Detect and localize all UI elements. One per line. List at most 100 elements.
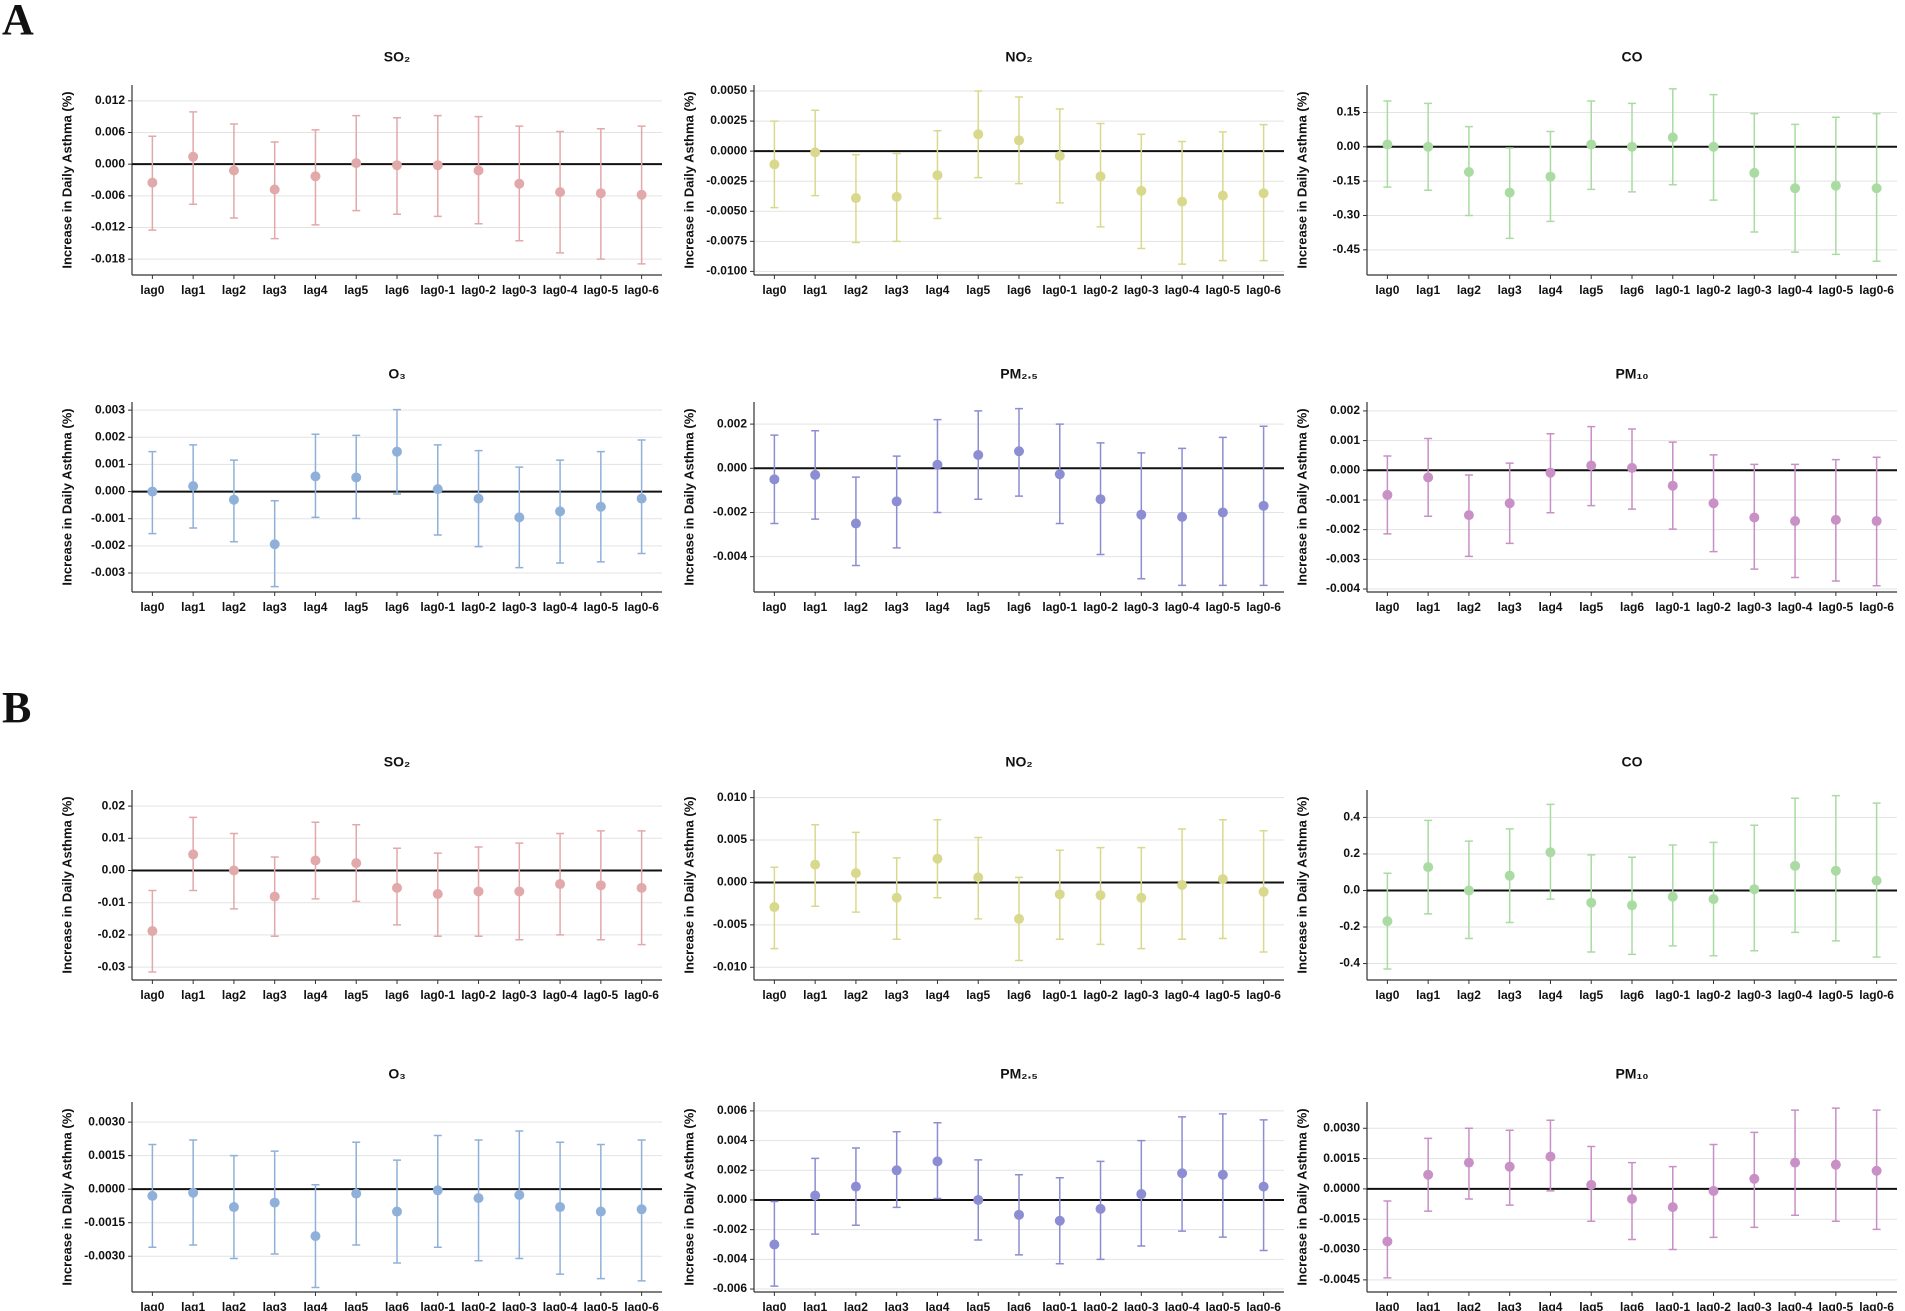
y-tick-label: 0.0000 [1323,1181,1360,1195]
x-tick-label: lag0 [762,283,786,297]
point [1258,500,1269,511]
y-tick-label: 0.004 [717,1133,747,1147]
y-tick-label: 0.0015 [88,1148,125,1162]
x-tick-label: lag0-6 [624,988,659,1002]
x-tick-label: lag5 [344,988,368,1002]
x-tick-label: lag3 [263,283,287,297]
x-tick-label: lag0-2 [461,1300,496,1311]
point [1423,472,1434,483]
point [392,446,402,457]
x-tick-label: lag2 [844,283,868,297]
y-tick-label: 0.000 [95,484,125,498]
y-tick-label: -0.15 [1333,173,1361,187]
x-tick-label: lag0-4 [1778,988,1813,1002]
x-tick-label: lag4 [925,1300,949,1311]
y-tick-label: -0.0025 [706,173,747,187]
point [1749,884,1760,895]
point [932,853,943,864]
point [147,486,158,497]
x-tick-label: lag2 [1457,1300,1481,1311]
x-tick-label: lag5 [344,600,368,614]
y-tick-label: -0.001 [1326,492,1360,506]
point [473,886,484,897]
point [636,493,647,504]
y-tick-label: -0.002 [713,505,747,519]
x-tick-label: lag0-2 [461,600,496,614]
point [1054,150,1065,161]
x-tick-label: lag0-3 [1737,283,1772,297]
x-tick-label: lag5 [966,988,990,1002]
point [1095,494,1106,505]
point [1667,132,1678,143]
x-tick-label: lag0-4 [1165,1300,1200,1311]
point [1708,894,1719,905]
x-tick-label: lag0-4 [543,600,578,614]
point [1095,1203,1106,1214]
point [1095,890,1106,901]
x-tick-label: lag0-5 [584,1300,619,1311]
x-tick-label: lag0-6 [624,1300,659,1311]
x-tick-label: lag1 [1416,283,1440,297]
point [810,1190,821,1201]
x-tick-label: lag0-2 [1083,600,1118,614]
y-axis-label: Increase in Daily Asthma (%) [59,91,74,268]
x-tick-label: lag0 [140,988,164,1002]
point [1790,860,1801,871]
x-tick-label: lag0-3 [1737,1300,1772,1311]
chart-title: PM₂.₅ [1000,1066,1038,1082]
point [351,858,362,869]
x-tick-label: lag0-1 [420,283,455,297]
x-tick-label: lag1 [181,988,205,1002]
point [1177,511,1188,522]
x-tick-label: lag0-3 [502,600,537,614]
x-tick-label: lag0-5 [1206,283,1241,297]
point [1504,187,1515,198]
x-tick-label: lag6 [1007,283,1031,297]
x-tick-label: lag2 [1457,988,1481,1002]
x-tick-label: lag1 [1416,600,1440,614]
point [850,193,861,204]
point [351,472,362,483]
x-tick-label: lag0-4 [543,283,578,297]
x-tick-label: lag0-6 [1246,1300,1281,1311]
point [1177,1168,1188,1179]
x-tick-label: lag4 [925,283,949,297]
y-axis-label: Increase in Daily Asthma (%) [1294,1108,1309,1285]
point [1217,507,1228,518]
point [595,501,606,512]
y-tick-label: -0.01 [98,895,126,909]
x-tick-label: lag3 [1498,283,1522,297]
y-tick-label: 0.000 [717,1192,747,1206]
x-tick-label: lag0-1 [1655,1300,1690,1311]
y-tick-label: 0.002 [1330,403,1360,417]
point [1830,180,1841,191]
x-tick-label: lag0-6 [1859,988,1894,1002]
point [432,889,443,900]
x-tick-label: lag4 [925,600,949,614]
point [473,493,484,504]
x-tick-label: lag6 [385,283,409,297]
point [891,496,902,507]
point [1667,891,1678,902]
point [555,879,566,890]
point [1258,188,1269,199]
point [514,512,525,523]
y-tick-label: 0.0030 [1323,1120,1360,1134]
y-tick-label: -0.03 [98,959,126,973]
x-tick-label: lag2 [844,600,868,614]
point [973,1194,984,1205]
point [1586,460,1597,471]
y-tick-label: -0.02 [98,927,126,941]
x-tick-label: lag1 [803,283,827,297]
y-tick-label: 0.0030 [88,1114,125,1128]
y-tick-label: 0.02 [102,798,126,812]
point [1667,480,1678,491]
y-axis-label: Increase in Daily Asthma (%) [681,91,696,268]
x-tick-label: lag4 [1538,283,1562,297]
x-tick-label: lag3 [885,600,909,614]
point [1749,167,1760,178]
point [636,882,647,893]
y-tick-label: 0.2 [1343,846,1360,860]
point [514,886,525,897]
point [147,177,158,188]
